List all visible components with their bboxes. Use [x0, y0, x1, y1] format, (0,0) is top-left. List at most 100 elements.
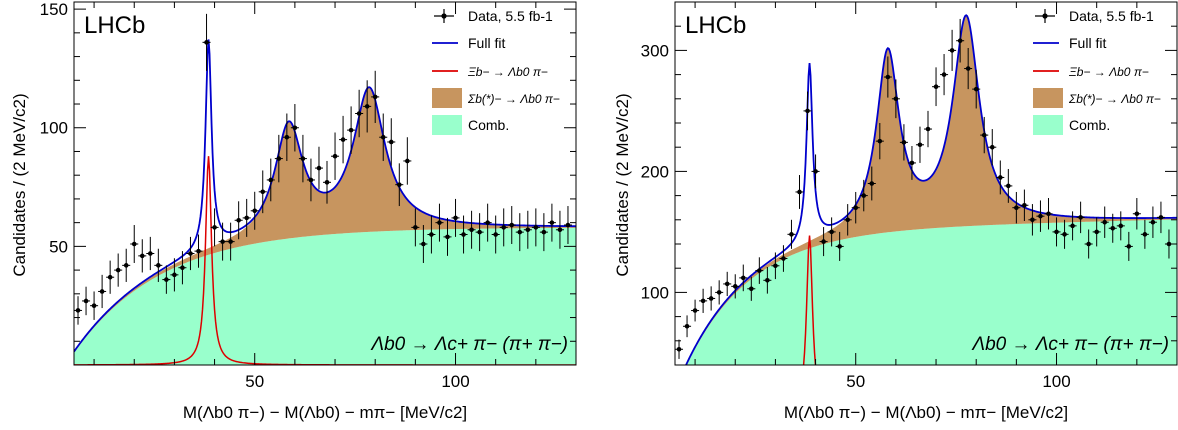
data-point [683, 315, 692, 338]
data-point [827, 217, 836, 247]
right-legend-data: Data, 5.5 fb-1 [1035, 8, 1154, 24]
data-point [763, 266, 772, 294]
right-y-axis-label: Candidates / (2 MeV/c2) [613, 93, 632, 276]
left-legend-comb: Comb. [432, 115, 509, 135]
right-legend-sigma-label: Σb(*)− → Λb0 π− [1068, 92, 1161, 106]
data-point [395, 163, 404, 207]
data-point [819, 227, 828, 257]
left-legend-data-label: Data, 5.5 fb-1 [468, 8, 553, 24]
data-point [266, 158, 275, 202]
data-point [779, 245, 788, 272]
data-point [74, 296, 83, 325]
data-point [771, 252, 780, 280]
data-point [875, 123, 884, 160]
data-point [451, 198, 460, 237]
right-legend-comb: Comb. [1033, 115, 1110, 135]
y-tick-label: 50 [49, 237, 68, 256]
left-legend-data: Data, 5.5 fb-1 [434, 8, 553, 24]
left-legend: Data, 5.5 fb-1 Full fit Ξb− → Λb0 π− Σb(… [432, 8, 560, 135]
data-point [932, 67, 941, 107]
data-point [1132, 198, 1141, 230]
data-point [531, 208, 540, 247]
data-point [787, 219, 796, 249]
data-point [443, 217, 452, 256]
data-point [515, 213, 524, 252]
left-legend-fit: Full fit [432, 35, 505, 51]
data-point [411, 208, 420, 247]
data-point [122, 248, 131, 282]
data-point [1060, 219, 1069, 249]
data-point [851, 191, 860, 224]
y-tick-label: 150 [40, 0, 68, 19]
data-point [923, 110, 933, 148]
data-point [82, 286, 91, 316]
data-point [242, 198, 251, 237]
data-point [1116, 211, 1125, 241]
data-point [523, 210, 532, 249]
data-point [210, 208, 219, 247]
data-point [811, 154, 820, 189]
left-ticks: 50 100 50 100 150 [40, 0, 577, 391]
data-point [218, 222, 227, 261]
right-ticks: 50 100 100 200 300 [641, 1, 1178, 391]
data-point [563, 206, 572, 244]
comb-area [74, 227, 576, 365]
right-legend-fit: Full fit [1033, 35, 1106, 51]
data-point [1036, 200, 1045, 232]
right-legend-sigma: Σb(*)− → Λb0 π− [1033, 88, 1161, 108]
data-point [419, 225, 428, 263]
left-legend-xi-label: Ξb− → Λb0 π− [467, 65, 548, 79]
data-point [178, 251, 187, 285]
data-point [940, 54, 949, 96]
data-point [899, 124, 908, 161]
data-point [755, 257, 764, 284]
data-point [1092, 217, 1101, 247]
data-point [379, 113, 388, 161]
sigma-area [686, 15, 1177, 365]
right-legend-xi-label: Ξb− → Λb0 π− [1068, 65, 1149, 79]
data-point [1108, 213, 1117, 243]
data-point [915, 126, 924, 163]
data-point [539, 213, 548, 252]
data-point [387, 118, 396, 166]
data-point [699, 288, 708, 313]
data-point [202, 13, 211, 71]
data-point [234, 201, 243, 240]
data-point [355, 89, 364, 138]
data-point [795, 175, 804, 209]
x-tick-label: 50 [846, 372, 865, 391]
right-lhcb-label: LHCb [685, 12, 746, 39]
data-point [290, 104, 299, 152]
data-point [226, 222, 235, 261]
data-point [1068, 211, 1077, 241]
data-point [980, 116, 989, 154]
data-point [555, 210, 564, 249]
data-point [835, 231, 844, 261]
data-point [1012, 191, 1021, 224]
left-decay-label: Λb0 → Λc+ π− (π+ π−) [370, 334, 568, 355]
data-point [547, 203, 556, 242]
data-point [306, 158, 315, 202]
left-legend-comb-label: Comb. [468, 117, 509, 133]
data-point [347, 106, 356, 154]
right-legend-data-label: Data, 5.5 fb-1 [1069, 8, 1154, 24]
data-point [1020, 189, 1029, 222]
comb-area [675, 219, 1177, 365]
data-point [1156, 201, 1165, 234]
data-point [186, 236, 195, 271]
left-lhcb-label: LHCb [84, 12, 145, 39]
right-plot-area [675, 14, 1177, 365]
data-point [948, 29, 957, 71]
data-point [130, 225, 139, 263]
right-legend: Data, 5.5 fb-1 Full fit Ξb− → Λb0 π− Σb(… [1033, 8, 1161, 135]
right-legend-fit-label: Full fit [1069, 35, 1106, 51]
data-point [274, 134, 283, 183]
data-point [371, 70, 380, 123]
right-decay-label: Λb0 → Λc+ π− (π+ π−) [971, 334, 1169, 355]
data-point [1004, 168, 1013, 203]
data-point [314, 146, 323, 190]
svg-text:Data, 5.5 fb-1: Data, 5.5 fb-1 [1069, 8, 1154, 24]
left-x-axis-label: M(Λb0 π−) − M(Λb0) − mπ− [MeV/c2] [183, 403, 467, 422]
left-legend-sigma-label: Σb(*)− → Λb0 π− [467, 92, 560, 106]
